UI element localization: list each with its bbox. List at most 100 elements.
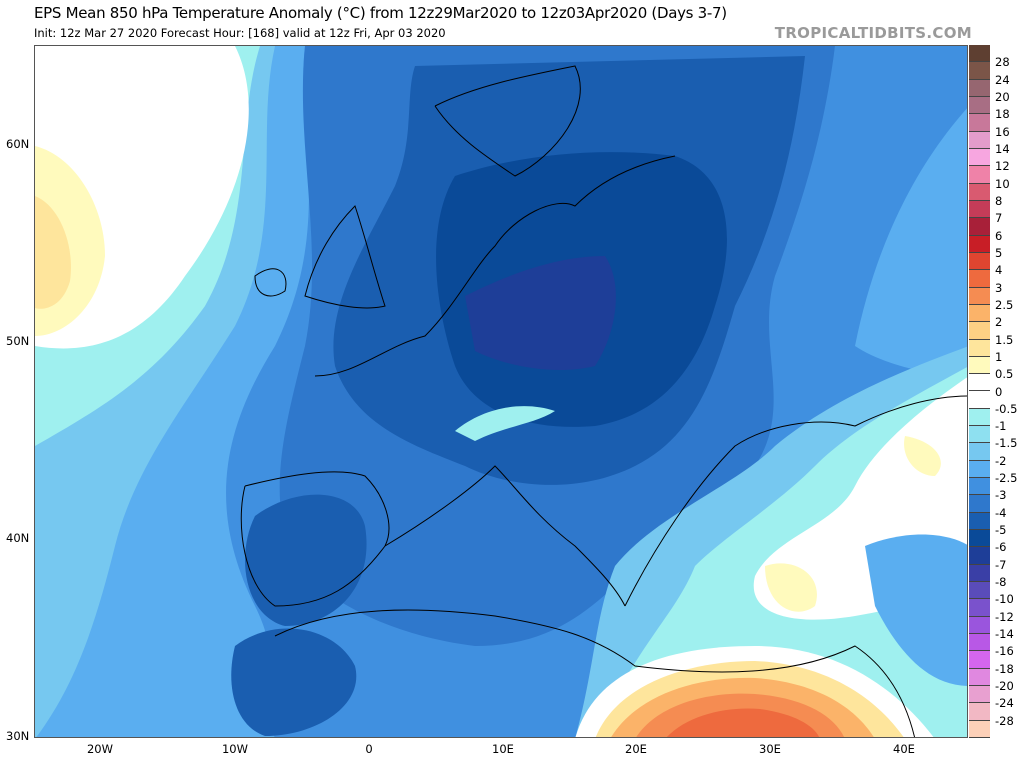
colorbar-cell	[969, 200, 990, 219]
colorbar-label: -5	[995, 523, 1007, 538]
colorbar-label: -2.5	[995, 471, 1018, 486]
colorbar-label: -16	[995, 644, 1014, 659]
colorbar-label: -7	[995, 557, 1007, 572]
field-morocco-cold	[231, 628, 357, 736]
colorbar-cell	[969, 651, 990, 669]
colorbar-label: 1	[995, 349, 1003, 364]
colorbar-label: 3	[995, 280, 1003, 295]
colorbar-label: -3	[995, 488, 1007, 503]
colorbar-label: -1.5	[995, 436, 1018, 451]
colorbar-cell	[969, 616, 990, 635]
colorbar-cell	[969, 703, 990, 721]
colorbar-label: -0.5	[995, 401, 1018, 416]
colorbar-cell	[969, 62, 990, 80]
colorbar-label: 20	[995, 89, 1010, 104]
lon-label-40e: 40E	[893, 742, 915, 756]
field-atlantic-yellow2	[35, 196, 71, 309]
colorbar-cell	[969, 304, 990, 323]
colorbar-label: -10	[995, 592, 1014, 607]
colorbar-label: -6	[995, 540, 1007, 555]
colorbar-cell	[969, 252, 990, 271]
colorbar-label: 4	[995, 263, 1003, 278]
field-se-yellow	[765, 436, 941, 612]
colorbar-label: 12	[995, 159, 1010, 174]
colorbar-cell	[969, 374, 990, 392]
colorbar-label: 28	[995, 55, 1010, 70]
coastlines	[240, 65, 967, 737]
colorbar-cell	[969, 148, 990, 167]
map-subtitle: Init: 12z Mar 27 2020 Forecast Hour: [16…	[34, 26, 446, 40]
colorbar-label: -18	[995, 661, 1014, 676]
brand-watermark: TROPICALTIDBITS.COM	[774, 24, 972, 42]
colorbar-label: 2.5	[995, 297, 1014, 312]
field-alps	[455, 406, 555, 441]
colorbar-cell	[969, 131, 990, 149]
lon-label-30e: 30E	[759, 742, 781, 756]
colorbar-label: 8	[995, 193, 1003, 208]
colorbar-cell	[969, 478, 990, 496]
colorbar-cell	[969, 720, 990, 738]
colorbar-cell	[969, 530, 990, 548]
lon-label-10w: 10W	[221, 742, 249, 756]
colorbar-label: -20	[995, 679, 1014, 694]
field-turkey-cold	[865, 534, 967, 686]
colorbar-label: 5	[995, 245, 1003, 260]
colorbar-cell	[969, 599, 990, 617]
colorbar-cell	[969, 218, 990, 236]
colorbar-cell	[969, 495, 990, 513]
colorbar-cell	[969, 443, 990, 461]
colorbar-cell	[969, 79, 990, 97]
colorbar-label: 14	[995, 141, 1010, 156]
colorbar-label: -12	[995, 609, 1014, 624]
field-europe-purple	[465, 256, 616, 371]
colorbar-cell	[969, 45, 990, 63]
colorbar-cell	[969, 668, 990, 686]
field-east-lighter	[855, 108, 967, 376]
colorbar-cell	[969, 634, 990, 652]
colorbar-label: -8	[995, 575, 1007, 590]
colorbar-label: 1.5	[995, 332, 1014, 347]
lat-label-60n: 60N	[6, 137, 30, 151]
lat-label-50n: 50N	[6, 334, 30, 348]
colorbar-cell	[969, 96, 990, 115]
colorbar-label: -24	[995, 696, 1014, 711]
colorbar-cell	[969, 426, 990, 444]
colorbar-label: 18	[995, 107, 1010, 122]
lat-label-40n: 40N	[6, 531, 30, 545]
colorbar-cell	[969, 235, 990, 253]
colorbar-cell	[969, 547, 990, 565]
lat-label-30n: 30N	[6, 729, 30, 743]
colorbar-label: -1	[995, 419, 1007, 434]
colorbar-cell	[969, 114, 990, 132]
colorbar-cell	[969, 391, 990, 409]
colorbar-label: 0.5	[995, 367, 1014, 382]
colorbar-label: 16	[995, 124, 1010, 139]
colorbar-label: 6	[995, 228, 1003, 243]
lon-label-20e: 20E	[625, 742, 647, 756]
colorbar-cell	[969, 356, 990, 375]
colorbar-label: -14	[995, 627, 1014, 642]
colorbar	[969, 45, 990, 738]
colorbar-label: 2	[995, 315, 1003, 330]
colorbar-label: 7	[995, 211, 1003, 226]
colorbar-cell	[969, 686, 990, 704]
colorbar-cell	[969, 270, 990, 288]
lon-label-20w: 20W	[86, 742, 114, 756]
anomaly-map	[34, 45, 968, 738]
colorbar-cell	[969, 512, 990, 531]
colorbar-cell	[969, 287, 990, 305]
colorbar-label: -4	[995, 505, 1007, 520]
field-iberia-cold	[245, 494, 367, 626]
colorbar-label: 24	[995, 72, 1010, 87]
colorbar-label: -28	[995, 713, 1014, 728]
colorbar-cell	[969, 582, 990, 600]
colorbar-cell	[969, 408, 990, 427]
lon-label-0: 0	[365, 742, 373, 756]
colorbar-cell	[969, 564, 990, 583]
field-africa-red	[666, 708, 819, 737]
lon-label-10e: 10E	[492, 742, 514, 756]
colorbar-label: 10	[995, 176, 1010, 191]
colorbar-label: -2	[995, 453, 1007, 468]
colorbar-cell	[969, 183, 990, 201]
anomaly-field	[35, 46, 967, 737]
